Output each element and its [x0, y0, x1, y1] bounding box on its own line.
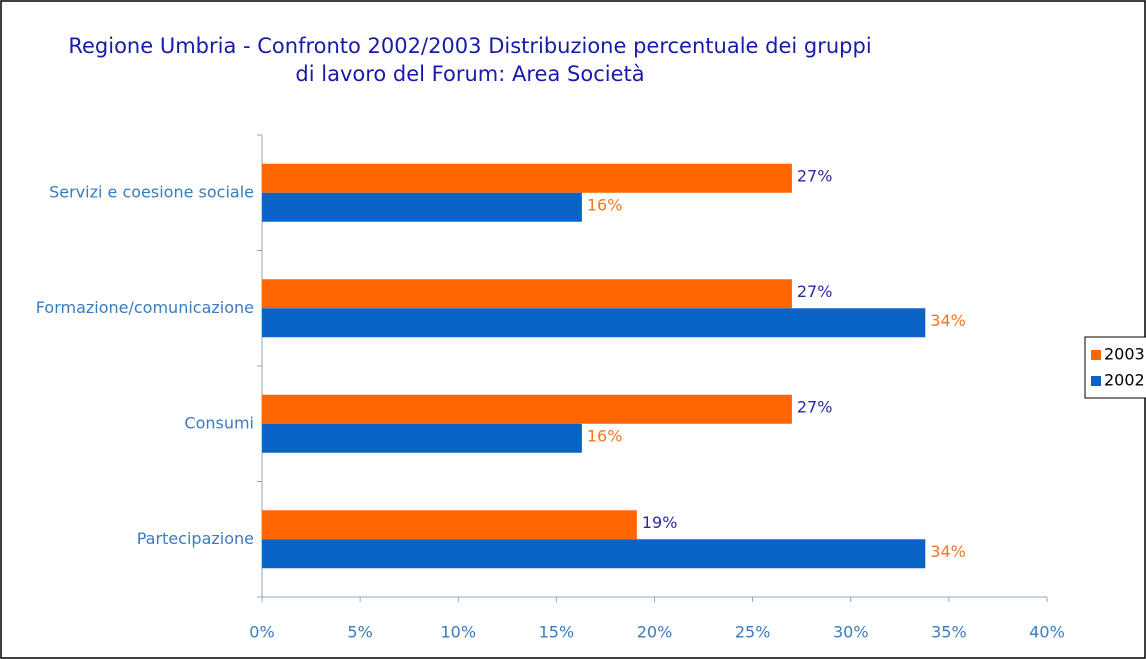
legend-box	[1084, 336, 1146, 399]
legend-swatch	[1091, 350, 1101, 360]
bar	[262, 510, 637, 540]
value-label: 34%	[930, 311, 966, 330]
x-tick-label: 35%	[931, 623, 967, 642]
bar	[262, 423, 582, 453]
x-tick-label: 20%	[637, 623, 673, 642]
legend-swatch	[1091, 376, 1101, 386]
x-tick-label: 0%	[249, 623, 274, 642]
legend-label: 2002	[1104, 371, 1145, 390]
x-tick-label: 15%	[539, 623, 575, 642]
x-tick-label: 5%	[347, 623, 372, 642]
value-label: 27%	[797, 282, 833, 301]
bar	[262, 394, 792, 424]
chart-title: Regione Umbria - Confronto 2002/2003 Dis…	[68, 34, 871, 58]
y-tick-label: Consumi	[184, 413, 254, 432]
bar	[262, 192, 582, 222]
y-tick-label: Servizi e coesione sociale	[49, 182, 254, 201]
x-tick-label: 40%	[1029, 623, 1065, 642]
bar	[262, 539, 926, 569]
bar	[262, 308, 926, 338]
bar	[262, 163, 792, 193]
value-label: 27%	[797, 166, 833, 185]
value-label: 27%	[797, 397, 833, 416]
bar	[262, 279, 792, 309]
legend-label: 2003	[1104, 345, 1145, 364]
x-tick-label: 25%	[735, 623, 771, 642]
value-label: 19%	[642, 513, 678, 532]
chart-title: di lavoro del Forum: Area Società	[295, 62, 644, 86]
x-tick-label: 10%	[440, 623, 476, 642]
y-tick-label: Formazione/comunicazione	[36, 298, 254, 317]
x-tick-label: 30%	[833, 623, 869, 642]
value-label: 16%	[587, 426, 623, 445]
value-label: 34%	[930, 542, 966, 561]
value-label: 16%	[587, 195, 623, 214]
y-tick-label: Partecipazione	[137, 529, 254, 548]
